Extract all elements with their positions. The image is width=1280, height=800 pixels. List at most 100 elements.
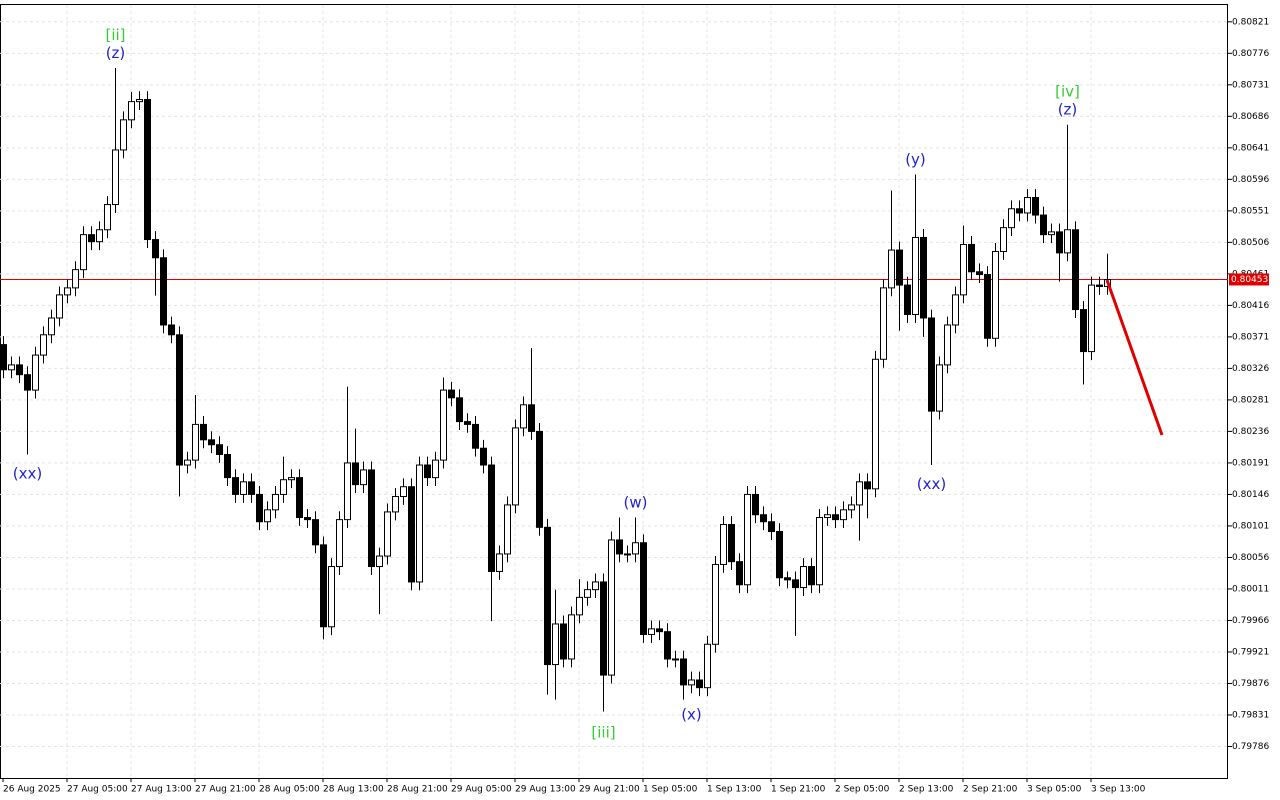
- wave-label: (w): [624, 494, 648, 512]
- candle-body: [136, 99, 143, 103]
- candle-body: [640, 542, 647, 635]
- candle-body: [144, 99, 151, 241]
- candle-body: [296, 477, 303, 519]
- y-tick-label: 0.80146: [1232, 490, 1269, 500]
- candle-body: [872, 358, 879, 490]
- candle-body: [16, 364, 23, 376]
- candle-body: [1096, 284, 1103, 287]
- candle-body: [392, 496, 399, 513]
- x-tick-label: 28 Aug 21:00: [387, 785, 448, 795]
- candle-body: [968, 243, 975, 273]
- candle-body: [704, 643, 711, 689]
- candle-body: [1016, 208, 1023, 214]
- candle-body: [224, 454, 231, 479]
- candle-body: [1080, 309, 1087, 353]
- y-tick-label: 0.80506: [1232, 238, 1269, 248]
- candle-body: [584, 589, 591, 598]
- candle-body: [88, 234, 95, 243]
- candle-body: [648, 628, 655, 635]
- candle-body: [752, 493, 759, 516]
- candle-body: [448, 389, 455, 399]
- candle-body: [424, 464, 431, 479]
- candle-body: [904, 284, 911, 315]
- wave-label: (z): [106, 44, 126, 62]
- candle-body: [896, 249, 903, 286]
- current-price-tag: [1229, 273, 1269, 286]
- candle-body: [616, 539, 623, 555]
- candle-body: [744, 493, 751, 586]
- candle-body: [816, 517, 823, 586]
- candle-body: [40, 334, 47, 356]
- candle-body: [1008, 208, 1015, 229]
- candle-body: [912, 236, 919, 315]
- candle-body: [360, 469, 367, 486]
- candle-body: [936, 364, 943, 412]
- y-tick-label: 0.80416: [1232, 301, 1269, 311]
- candle-body: [984, 274, 991, 339]
- candle-body: [432, 459, 439, 479]
- candle-body: [632, 542, 639, 555]
- candle-body: [880, 287, 887, 360]
- wave-label: [iv]: [1055, 83, 1080, 101]
- x-tick-label: 28 Aug 13:00: [323, 785, 384, 795]
- x-tick-label: 29 Aug 21:00: [579, 785, 640, 795]
- candle-body: [552, 623, 559, 666]
- candle-body: [400, 486, 407, 498]
- candle-body: [200, 423, 207, 441]
- candle-body: [368, 469, 375, 568]
- y-tick-label: 0.80056: [1232, 553, 1269, 563]
- candle-body: [864, 481, 871, 490]
- candle-body: [312, 519, 319, 546]
- y-tick-label: 0.80101: [1232, 521, 1269, 531]
- candle-body: [240, 481, 247, 495]
- candle-body: [736, 561, 743, 586]
- wave-label: (xx): [13, 465, 42, 483]
- x-tick-label: 1 Sep 21:00: [771, 785, 826, 795]
- y-tick-label: 0.80821: [1232, 17, 1269, 27]
- x-tick-label: 1 Sep 13:00: [707, 785, 762, 795]
- candle-body: [280, 479, 287, 495]
- y-tick-label: 0.79876: [1232, 679, 1269, 689]
- candle-body: [8, 364, 15, 371]
- candle-body: [504, 504, 511, 555]
- candle-body: [1056, 231, 1063, 254]
- y-tick-label: 0.79786: [1232, 742, 1269, 752]
- candle-body: [928, 317, 935, 412]
- y-tick-label: 0.80371: [1232, 332, 1269, 342]
- candle-body: [352, 462, 359, 486]
- candle-body: [64, 287, 71, 296]
- wave-label: [iii]: [591, 723, 615, 741]
- candle-body: [176, 334, 183, 466]
- candle-body: [232, 477, 239, 495]
- candle-body: [456, 397, 463, 423]
- candle-body: [608, 539, 615, 676]
- candle-body: [480, 447, 487, 466]
- candle-body: [840, 509, 847, 521]
- candle-body: [1000, 227, 1007, 252]
- candle-body: [672, 658, 679, 661]
- candle-body: [0, 344, 7, 371]
- x-tick-label: 28 Aug 05:00: [259, 785, 320, 795]
- candle-body: [688, 679, 695, 686]
- candle-body: [720, 524, 727, 565]
- x-tick-label: 27 Aug 21:00: [195, 785, 256, 795]
- candle-body: [528, 404, 535, 432]
- candle-body: [664, 631, 671, 660]
- candle-body: [56, 294, 63, 319]
- candle-body: [208, 439, 215, 446]
- x-tick-label: 29 Aug 05:00: [451, 785, 512, 795]
- candle-body: [808, 566, 815, 586]
- y-tick-label: 0.79831: [1232, 710, 1269, 720]
- y-tick-label: 0.80596: [1232, 175, 1269, 185]
- candle-body: [408, 486, 415, 583]
- candle-body: [24, 374, 31, 391]
- candle-body: [832, 514, 839, 521]
- candle-body: [888, 249, 895, 289]
- candle-body: [1032, 197, 1039, 216]
- candle-body: [168, 324, 175, 336]
- candle-body: [920, 236, 927, 319]
- candle-body: [824, 514, 831, 519]
- candle-body: [256, 493, 263, 523]
- candle-body: [320, 544, 327, 628]
